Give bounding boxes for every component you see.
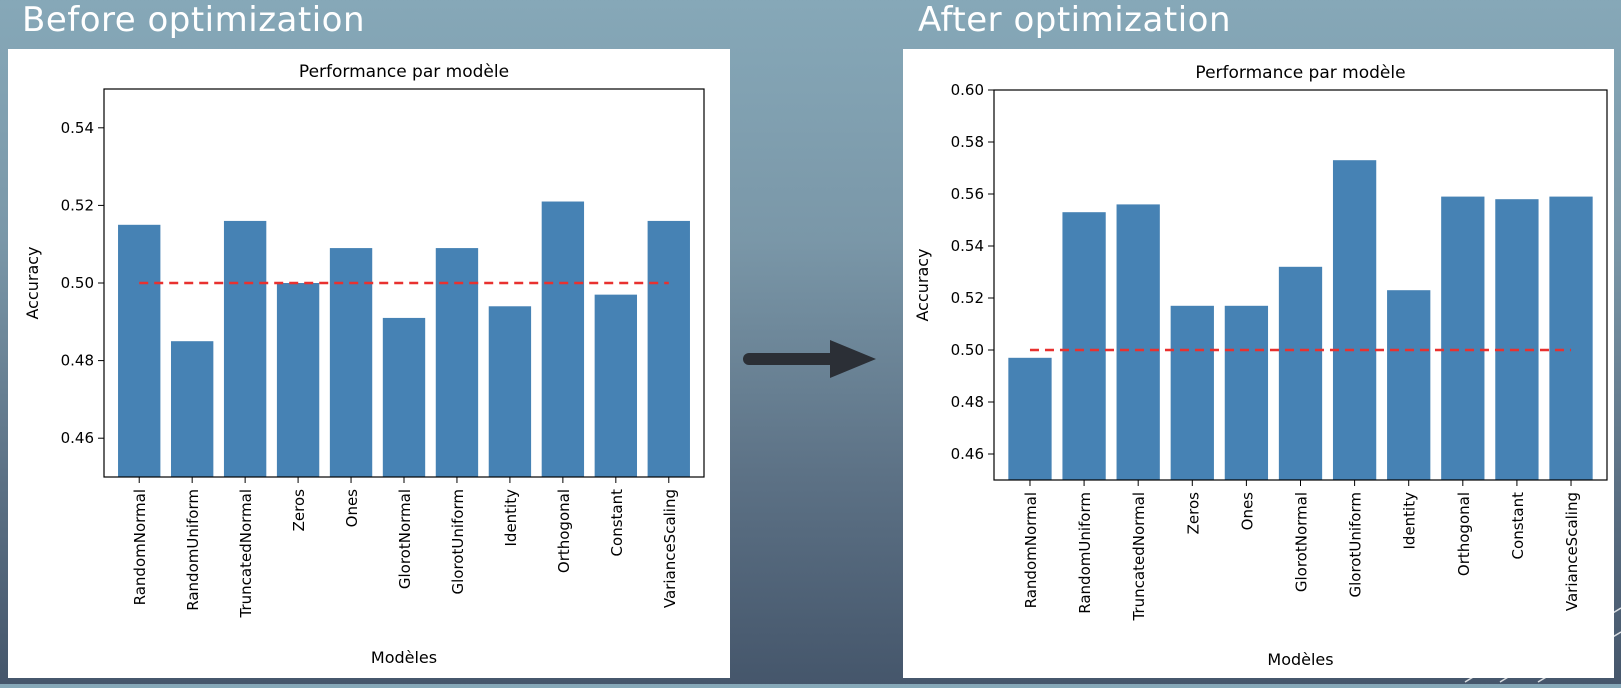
x-tick-label: RandomUniform	[184, 489, 202, 611]
bar-Orthogonal	[1441, 196, 1485, 480]
y-tick-label: 0.46	[61, 429, 94, 447]
bar-GlorotNormal	[1278, 266, 1323, 480]
bar-TruncatedNormal	[1116, 204, 1160, 480]
chart-before: Performance par modèle RandomNormal Random…	[23, 62, 705, 667]
bar-Orthogonal	[541, 201, 585, 477]
y-tick-label: 0.50	[61, 274, 94, 292]
x-tick-label: Constant	[608, 489, 626, 557]
x-tick-label: VarianceScaling	[1563, 492, 1581, 611]
x-tick-label: Constant	[1509, 492, 1527, 560]
x-tick-label: TruncatedNormal	[1130, 492, 1148, 621]
bar-GlorotUniform	[435, 248, 479, 477]
x-axis-label: Modèles	[371, 648, 437, 667]
x-tick-label: Zeros	[290, 489, 308, 532]
chart-title: Performance par modèle	[299, 62, 509, 82]
y-tick-label: 0.54	[951, 237, 984, 255]
bar-GlorotUniform	[1332, 160, 1377, 480]
y-tick-label: 0.54	[61, 119, 94, 137]
y-axis-label: Accuracy	[913, 248, 932, 321]
x-tick-label: Identity	[502, 489, 520, 547]
y-tick-label: 0.52	[61, 196, 94, 214]
bar-RandomUniform	[1062, 212, 1106, 480]
arrow-icon	[740, 336, 880, 386]
y-tick-label: 0.46	[951, 445, 984, 463]
bar-Constant	[1495, 199, 1539, 480]
x-tick-label: GlorotUniform	[1347, 492, 1365, 598]
bar-RandomUniform	[170, 341, 214, 477]
bar-Identity	[1387, 290, 1431, 480]
chart-before-panel: Performance par modèle RandomNormal Random…	[8, 49, 730, 678]
bar-TruncatedNormal	[223, 220, 267, 478]
chart-title: Performance par modèle	[1195, 63, 1405, 83]
bar-RandomNormal	[118, 224, 161, 477]
y-tick-label: 0.60	[951, 81, 984, 99]
bar-Ones	[329, 248, 373, 477]
x-tick-label: GlorotNormal	[396, 489, 414, 589]
x-tick-label: GlorotNormal	[1293, 492, 1311, 592]
plot-frame	[993, 89, 1608, 481]
x-tick-label: Orthogonal	[1455, 492, 1473, 576]
decorative-lines-icon	[1440, 589, 1621, 688]
y-tick-label: 0.48	[61, 352, 94, 370]
after-title: After optimization	[918, 0, 1231, 40]
y-tick-label: 0.52	[951, 289, 984, 307]
bar-RandomNormal	[1008, 357, 1052, 480]
x-tick-label: Identity	[1401, 492, 1419, 550]
bar-Constant	[594, 294, 638, 477]
bar-VarianceScaling	[647, 220, 690, 478]
chart-after: Performance par modèle RandomNormal Random…	[913, 63, 1608, 669]
x-tick-label: RandomNormal	[131, 489, 149, 605]
x-axis-label: Modèles	[1267, 650, 1333, 669]
bar-Ones	[1224, 305, 1269, 480]
before-title: Before optimization	[22, 0, 366, 40]
x-tick-label: VarianceScaling	[661, 489, 679, 608]
x-tick-label: RandomUniform	[1076, 492, 1094, 614]
x-tick-label: TruncatedNormal	[237, 489, 255, 618]
bar-Identity	[488, 306, 532, 477]
bar-Zeros	[1170, 305, 1214, 480]
x-tick-label: GlorotUniform	[449, 489, 467, 595]
y-tick-label: 0.56	[951, 185, 984, 203]
y-tick-label: 0.50	[951, 341, 984, 359]
plot-frame	[103, 88, 705, 478]
bar-VarianceScaling	[1549, 196, 1593, 480]
x-tick-label: Ones	[1238, 492, 1256, 531]
bar-GlorotNormal	[382, 317, 426, 477]
y-tick-label: 0.48	[951, 393, 984, 411]
bar-Zeros	[276, 283, 320, 477]
x-tick-label: RandomNormal	[1022, 492, 1040, 608]
x-tick-label: Zeros	[1184, 492, 1202, 535]
x-tick-label: Ones	[343, 489, 361, 528]
x-tick-label: Orthogonal	[555, 489, 573, 573]
y-axis-label: Accuracy	[23, 246, 42, 319]
y-tick-label: 0.58	[951, 133, 984, 151]
chart-after-panel: Performance par modèle RandomNormal Random…	[903, 49, 1614, 678]
